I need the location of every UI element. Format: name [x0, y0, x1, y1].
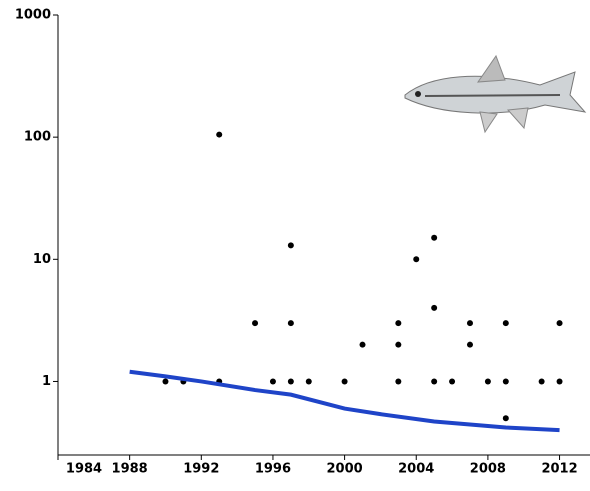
point	[395, 341, 402, 348]
point	[287, 320, 294, 327]
y-tick-label: 1	[42, 374, 51, 389]
point	[484, 378, 491, 385]
point	[431, 378, 438, 385]
point	[502, 378, 509, 385]
point	[556, 320, 563, 327]
point	[502, 415, 509, 422]
x-tick-label: 1992	[183, 462, 219, 477]
point	[269, 378, 276, 385]
y-tick-label: 10	[33, 252, 51, 267]
point	[287, 378, 294, 385]
point	[556, 378, 563, 385]
x-tick-label: 2004	[398, 462, 434, 477]
point	[431, 234, 438, 241]
x-tick-label: 1988	[112, 462, 148, 477]
point	[466, 341, 473, 348]
y-tick-label: 100	[24, 130, 51, 145]
point	[359, 341, 366, 348]
point	[538, 378, 545, 385]
point	[449, 378, 456, 385]
trend-line	[129, 369, 560, 433]
x-tick-label: 1996	[255, 462, 291, 477]
point	[216, 131, 223, 138]
point	[466, 320, 473, 327]
y-tick-label: 1000	[15, 8, 51, 23]
point	[341, 378, 348, 385]
point	[502, 320, 509, 327]
fish-illustration	[404, 54, 587, 134]
x-tick-label: 2012	[541, 462, 577, 477]
point	[413, 256, 420, 263]
x-tick-label: 2000	[327, 462, 363, 477]
point	[395, 378, 402, 385]
x-tick-label: 2008	[470, 462, 506, 477]
point	[162, 378, 169, 385]
x-tick-label: 1984	[66, 462, 102, 477]
point	[395, 320, 402, 327]
point	[287, 242, 294, 249]
point	[431, 304, 438, 311]
point	[305, 378, 312, 385]
point	[252, 320, 259, 327]
